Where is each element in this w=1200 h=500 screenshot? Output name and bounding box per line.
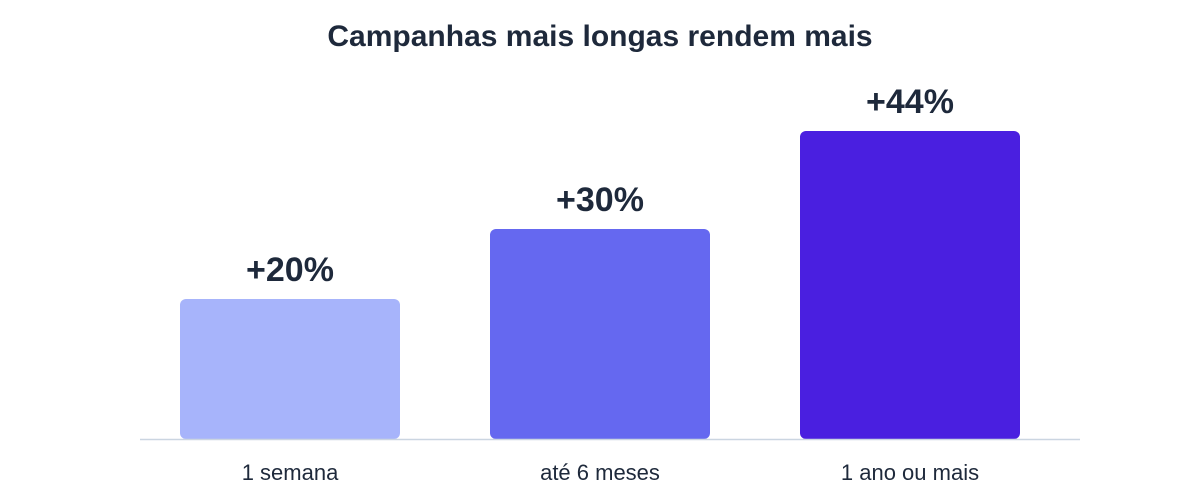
bar-3	[800, 131, 1020, 439]
value-label-2: +30%	[556, 181, 644, 219]
bar-2	[490, 229, 710, 439]
category-label-1: 1 semana	[242, 460, 339, 485]
category-label-3: 1 ano ou mais	[841, 460, 979, 485]
chart-title: Campanhas mais longas rendem mais	[327, 20, 873, 53]
category-label-2: até 6 meses	[540, 460, 660, 485]
value-label-3: +44%	[866, 83, 954, 121]
bar-1	[180, 299, 400, 439]
value-label-1: +20%	[246, 251, 334, 289]
